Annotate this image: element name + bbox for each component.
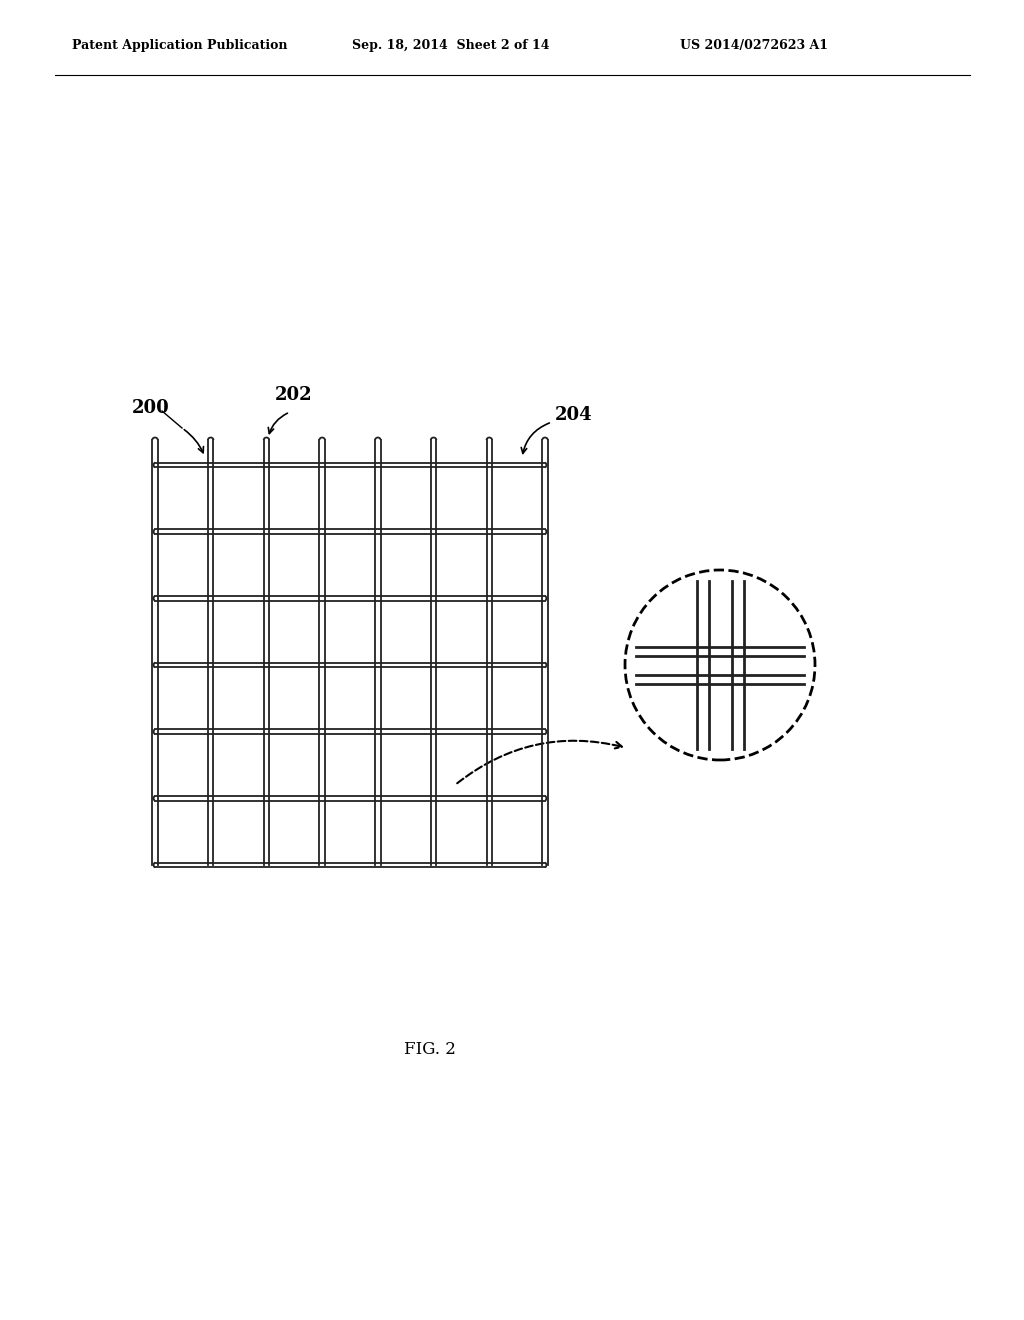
- Text: Sep. 18, 2014  Sheet 2 of 14: Sep. 18, 2014 Sheet 2 of 14: [352, 38, 550, 51]
- Text: US 2014/0272623 A1: US 2014/0272623 A1: [680, 38, 828, 51]
- FancyArrowPatch shape: [457, 741, 622, 783]
- Text: 204: 204: [555, 407, 593, 424]
- Text: 200: 200: [132, 399, 170, 417]
- Text: Patent Application Publication: Patent Application Publication: [72, 38, 288, 51]
- Text: 202: 202: [275, 385, 312, 404]
- FancyArrowPatch shape: [268, 413, 288, 433]
- FancyArrowPatch shape: [184, 429, 204, 453]
- Text: FIG. 2: FIG. 2: [404, 1041, 456, 1059]
- FancyArrowPatch shape: [521, 422, 550, 454]
